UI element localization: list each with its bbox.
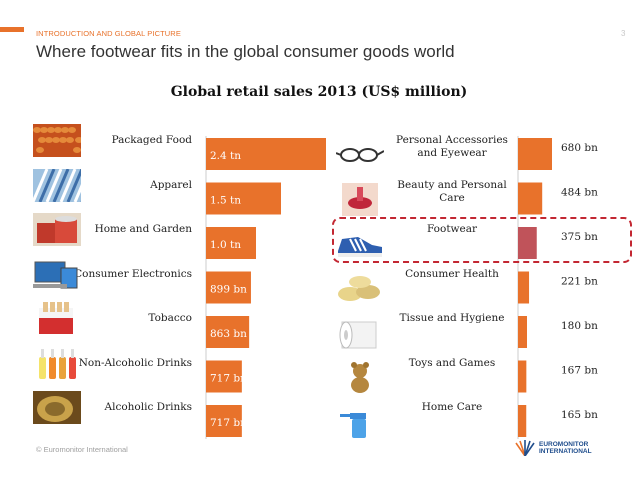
category-label-0-2: Home and Garden	[94, 223, 192, 235]
bar-0-4	[206, 316, 250, 348]
bar-0-3	[206, 271, 251, 304]
bar-label-1-4: 180 bn	[561, 320, 598, 332]
bar-0-6	[206, 405, 242, 437]
category-label-1-3: Consumer Health	[405, 267, 499, 280]
paint-cans-icon	[33, 213, 81, 246]
bar-1-1	[518, 182, 543, 215]
category-label-1-6: Home Care	[421, 401, 483, 413]
bar-label-1-1: 484 bn	[561, 187, 598, 199]
category-label-0-4: Tobacco	[148, 312, 192, 324]
bar-label-0-6: 717 bn	[210, 417, 247, 429]
bar-label-0-0: 2.4 tn	[210, 150, 241, 162]
category-label-1-1: Beauty and Personal Care	[397, 178, 507, 204]
teddy-bear-icon	[351, 361, 369, 393]
bar-label-0-2: 1.0 tn	[210, 239, 241, 251]
electronics-icon	[33, 261, 78, 288]
baked-beans-icon	[33, 124, 81, 157]
fabric-icon	[33, 168, 81, 202]
category-label-0-6: Alcoholic Drinks	[104, 401, 192, 413]
category-label-0-3: Consumer Electronics	[74, 267, 192, 280]
bar-label-0-1: 1.5 tn	[210, 195, 241, 207]
bar-1-3	[518, 271, 530, 304]
category-label-0-5: Non-Alcoholic Drinks	[78, 356, 192, 369]
category-label-0-1: Apparel	[150, 178, 192, 191]
page-number: 3	[621, 29, 626, 38]
category-label-1-5: Toys and Games	[408, 356, 496, 369]
copyright: © Euromonitor International	[36, 445, 128, 454]
bar-1-0	[518, 138, 552, 170]
category-label-0-0: Packaged Food	[111, 134, 192, 146]
category-label-1-4: Tissue and Hygiene	[399, 312, 505, 324]
logo-rays-icon	[515, 440, 535, 456]
category-label-1-0: Personal Accessories and Eyewear	[396, 134, 508, 159]
bar-1-5	[518, 360, 527, 393]
bar-label-1-6: 165 bn	[561, 409, 598, 421]
bar-label-1-0: 680 bn	[561, 142, 598, 154]
logo-line2: INTERNATIONAL	[539, 448, 592, 455]
euromonitor-logo: EUROMONITOR INTERNATIONAL	[514, 440, 604, 458]
beer-cans-icon	[33, 391, 81, 424]
bar-label-0-3: 899 bn	[210, 284, 247, 296]
chart-title: Global retail sales 2013 (US$ million)	[170, 84, 468, 100]
bar-label-1-5: 167 bn	[561, 365, 598, 377]
cigarettes-icon	[39, 302, 73, 334]
bar-1-6	[518, 405, 527, 437]
bar-label-0-4: 863 bn	[210, 328, 247, 340]
logo-line1: EUROMONITOR	[539, 441, 589, 448]
sneaker-icon	[338, 237, 382, 257]
bar-0-0	[206, 138, 326, 170]
bottles-icon	[39, 348, 76, 379]
bar-0-2	[206, 227, 256, 259]
lips-icon	[342, 182, 378, 216]
section-label: INTRODUCTION AND GLOBAL PICTURE	[36, 29, 181, 38]
bar-0-5	[206, 360, 242, 393]
bar-1-2	[518, 227, 537, 259]
footwear-highlight	[332, 217, 632, 263]
glasses-icon	[336, 148, 384, 162]
bar-label-1-3: 221 bn	[561, 276, 598, 288]
slide-title: Where footwear fits in the global consum…	[36, 42, 455, 61]
accent-rule	[0, 27, 24, 32]
toilet-roll-icon	[339, 321, 377, 349]
category-label-1-2: Footwear	[426, 223, 478, 235]
bar-label-0-5: 717 bn	[210, 373, 247, 385]
bar-label-1-2: 375 bn	[561, 231, 598, 243]
bar-0-1	[206, 182, 281, 215]
bar-1-4	[518, 316, 527, 348]
spray-bottle-icon	[340, 413, 366, 438]
pills-icon	[338, 275, 380, 301]
